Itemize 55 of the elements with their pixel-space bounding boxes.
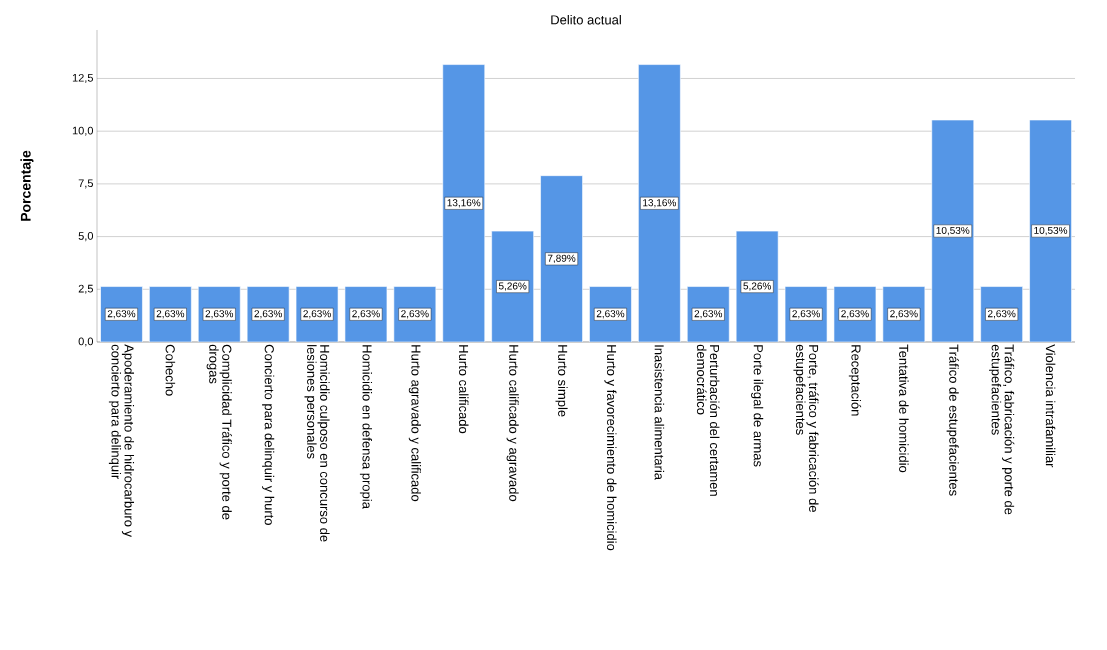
data-label: 5,26%	[498, 282, 527, 291]
x-tick-label: Porte ilegal de armas	[751, 345, 764, 467]
x-tick-label: Cohecho	[165, 344, 176, 396]
x-tick-label: Concierto para delinquir y hurto	[262, 344, 275, 525]
data-label: 2,63%	[156, 310, 185, 319]
bar	[638, 64, 681, 342]
data-label: 2,63%	[205, 310, 234, 319]
data-label: 10,53%	[936, 226, 970, 236]
y-tick-label: 12,5	[72, 73, 93, 84]
data-label: 10,53%	[1034, 226, 1068, 236]
x-tick-label: Inasistencia alimentaria	[654, 345, 665, 481]
data-label: 5,26%	[743, 282, 771, 291]
chart-title: Delito actual	[551, 14, 621, 25]
x-tick-label: Hurto simple	[555, 345, 568, 417]
data-label: 13,16%	[447, 199, 481, 208]
x-tick-label: Hurto calificado y agravado	[506, 345, 519, 502]
y-tick-label: 5,0	[78, 232, 94, 242]
data-label: 2,63%	[596, 310, 625, 319]
y-tick-label: 0,0	[78, 337, 94, 347]
data-label: 2,63%	[987, 310, 1016, 319]
bar	[491, 230, 534, 342]
x-tick-label: Homicidio culposo en concurso de lesiones personales	[304, 345, 330, 542]
data-label: 2,63%	[352, 310, 380, 319]
y-tick-label: 7,5	[78, 179, 93, 189]
x-tick-label: Receptación	[848, 345, 862, 416]
x-tick-label: Complicidad Tráfico y porte de drogas	[206, 344, 232, 520]
bar	[442, 64, 486, 342]
x-tick-label: Hurto y favorecimiento de homicidio	[604, 345, 617, 551]
x-tick-label: Perturbación del certamen democrático	[696, 344, 720, 496]
data-label: 7,89%	[547, 254, 576, 263]
data-label: 2,63%	[694, 310, 723, 319]
data-label: 2,63%	[401, 310, 429, 319]
data-label: 2,63%	[303, 310, 331, 319]
y-tick-label: 10,0	[72, 126, 94, 136]
x-tick-label: Tentativa de homicidio	[899, 344, 909, 473]
bar	[735, 230, 779, 342]
data-label: 2,63%	[841, 310, 869, 319]
x-tick-label: Apoderamiento de hidrocarburo y concierto para delinquir	[108, 344, 135, 538]
data-label: 2,63%	[890, 310, 918, 319]
bar	[540, 175, 583, 342]
bar	[931, 119, 975, 342]
data-label: 13,16%	[643, 199, 676, 208]
x-tick-label: Hurto agravado y calificado	[408, 345, 421, 502]
x-tick-label: Homicidio en defensa propia	[359, 345, 373, 509]
x-tick-label: Hurto calificado	[458, 345, 469, 434]
x-tick-label: Tráfico de estupefacientes	[946, 344, 959, 496]
y-axis-title: Porcentaje	[20, 150, 34, 221]
x-tick-label: Violencia intrafamiliar	[1045, 344, 1056, 468]
x-tick-label: Tráfico, fabricación y porte de estupefacientes	[989, 344, 1015, 515]
data-label: 2,63%	[792, 310, 820, 319]
y-tick-label: 2,5	[78, 284, 93, 294]
bar	[1029, 119, 1072, 342]
data-label: 2,63%	[254, 310, 282, 319]
x-tick-label: Porte, tráfico y fabricación de estupefacientes	[793, 344, 819, 512]
data-label: 2,63%	[107, 310, 136, 319]
